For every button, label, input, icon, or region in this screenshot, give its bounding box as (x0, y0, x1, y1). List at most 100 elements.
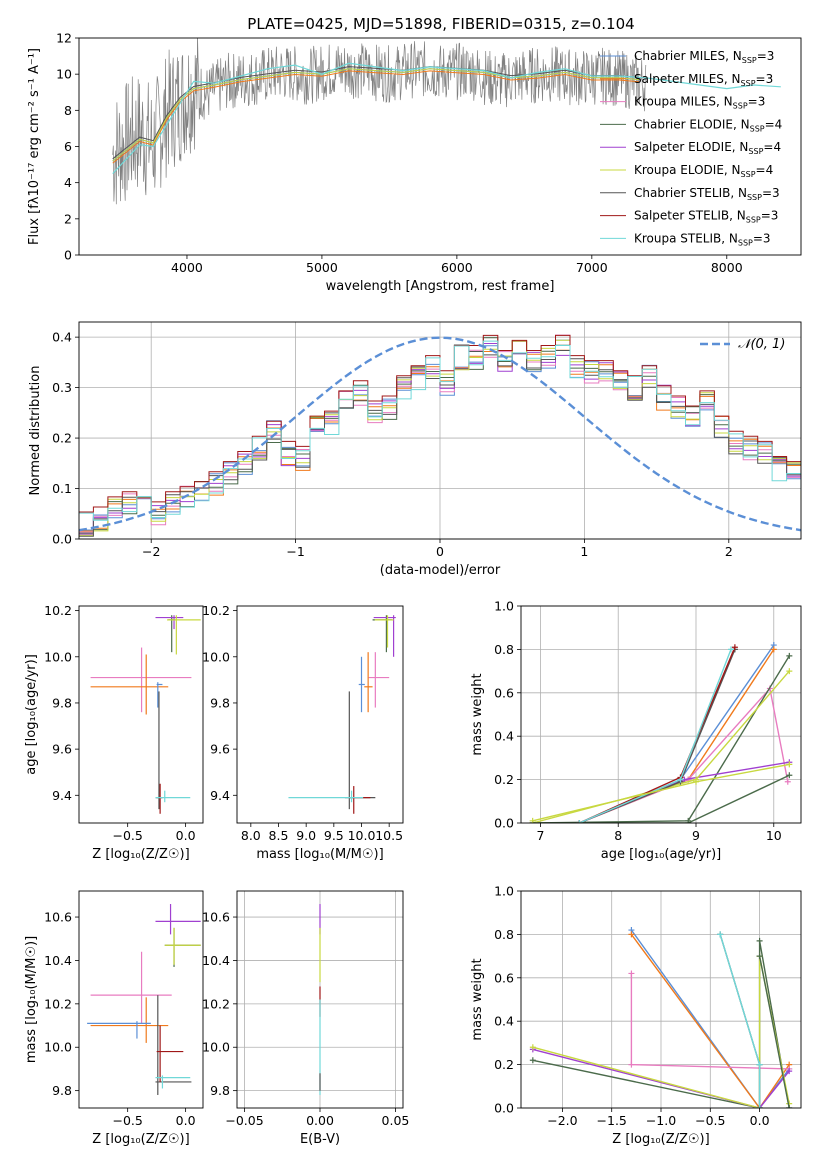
legend-entry: Chabrier MILES, NSSP=3 (634, 49, 774, 65)
x-axis-label: Z [log₁₀(Z/Z☉)] (92, 847, 189, 862)
axes-frame (78, 890, 204, 1109)
legend-entry: Salpeter STELIB, NSSP=3 (634, 209, 778, 225)
y-axis-label: Normed distribution (28, 366, 43, 496)
x-axis-label: wavelength [Angstrom, rest frame] (326, 279, 555, 294)
y-tick-label: 0.3 (52, 380, 72, 395)
y-tick-label: 0.4 (52, 330, 72, 345)
y-tick-label: 10.0 (202, 649, 230, 664)
y-tick-label: 8 (64, 103, 72, 118)
y-tick-label: 10.6 (202, 910, 230, 925)
x-tick-label: 2 (725, 544, 733, 559)
weight-line (532, 1048, 790, 1108)
y-axis-label: mass weight (470, 958, 485, 1040)
y-tick-label: 1.0 (494, 884, 514, 899)
weight-marker (576, 820, 583, 823)
weight-marker (786, 1105, 793, 1108)
x-tick-label: 7000 (576, 260, 608, 275)
weight-marker (786, 761, 793, 768)
x-axis-label: (data-model)/error (380, 563, 501, 578)
axes-frame (78, 605, 204, 824)
y-tick-label: 0.8 (494, 642, 514, 657)
weight-marker (628, 931, 635, 938)
weight-line (532, 670, 790, 823)
y-tick-label: 0.6 (494, 685, 514, 700)
model-spectrum-line (112, 70, 640, 164)
y-tick-label: 10.0 (44, 1040, 72, 1055)
y-tick-label: 0.4 (494, 1014, 514, 1029)
weight-marker (786, 668, 793, 675)
y-tick-label: 0.2 (494, 1057, 514, 1072)
x-tick-label: −1.5 (597, 1113, 627, 1128)
x-tick-label: 9 (692, 828, 700, 843)
y-tick-label: 0.0 (494, 816, 514, 831)
x-tick-label: −0.5 (112, 828, 142, 843)
legend-entry: Kroupa MILES, NSSP=3 (634, 95, 765, 111)
y-tick-label: 0.2 (494, 772, 514, 787)
plot-area (79, 334, 801, 537)
x-tick-label: 9.0 (296, 828, 316, 843)
x-tick-label: 0 (436, 544, 444, 559)
y-tick-label: 12 (56, 31, 72, 46)
y-tick-label: 10.0 (44, 649, 72, 664)
y-tick-label: 6 (64, 139, 72, 154)
x-tick-label: 0.00 (306, 1113, 334, 1128)
y-tick-label: 9.8 (210, 1083, 230, 1098)
y-tick-label: 10.6 (44, 910, 72, 925)
plot-area (288, 615, 396, 814)
legend-entry: 𝒩(0, 1) (738, 337, 785, 352)
axes-frame (236, 605, 404, 824)
x-tick-label: 10.5 (375, 828, 403, 843)
x-axis-label: Z [log₁₀(Z/Z☉)] (92, 1132, 189, 1147)
weight-marker (770, 646, 777, 653)
y-tick-label: 9.4 (52, 788, 72, 803)
weight-marker (728, 646, 734, 653)
x-tick-label: 8000 (711, 260, 743, 275)
plot-area (87, 904, 201, 1095)
weight-line (630, 933, 790, 1108)
y-tick-label: 0 (64, 248, 72, 263)
y-axis-label: Flux [fλ10⁻¹⁷ erg cm⁻² s⁻¹ A⁻¹] (27, 48, 42, 245)
weight-marker (529, 1057, 536, 1064)
x-axis-label: age [log₁₀(age/yr)] (601, 847, 722, 862)
y-tick-label: 10.0 (202, 1040, 230, 1055)
legend-entry: Salpeter MILES, NSSP=3 (634, 72, 773, 88)
x-tick-label: 4000 (171, 260, 203, 275)
legend-entry: Kroupa ELODIE, NSSP=4 (634, 163, 773, 179)
y-axis-label: mass weight (470, 673, 485, 755)
x-tick-label: 8.5 (269, 828, 289, 843)
y-tick-label: 9.8 (52, 695, 72, 710)
y-axis-label: mass [log₁₀(M/M☉)] (24, 936, 39, 1063)
y-tick-label: 4 (64, 175, 72, 190)
x-tick-label: 8.0 (241, 828, 261, 843)
x-tick-label: −0.5 (695, 1113, 725, 1128)
weight-marker (786, 1068, 793, 1075)
legend-entry: Salpeter ELODIE, NSSP=4 (634, 140, 781, 156)
y-tick-label: 10.2 (202, 996, 230, 1011)
axes-frame (78, 37, 802, 256)
y-tick-label: 10.2 (44, 996, 72, 1011)
weight-line (532, 774, 790, 823)
x-tick-label: −0.05 (225, 1113, 263, 1128)
x-tick-label: −1 (286, 544, 304, 559)
y-tick-label: 10.2 (202, 603, 230, 618)
axes-frame (520, 605, 802, 824)
y-tick-label: 9.6 (52, 742, 72, 757)
y-tick-label: 10.4 (202, 953, 230, 968)
y-tick-label: 0.2 (52, 431, 72, 446)
weight-marker (677, 776, 684, 783)
weight-marker (717, 931, 724, 938)
x-tick-label: 10 (766, 828, 782, 843)
y-tick-label: 0.0 (494, 1101, 514, 1116)
weight-line (630, 929, 790, 1108)
y-tick-label: 9.4 (210, 788, 230, 803)
axes-frame (78, 321, 802, 540)
histogram-step (79, 343, 801, 535)
model-spectrum-line (112, 68, 640, 162)
histogram-step (79, 334, 801, 513)
x-tick-label: −0.5 (112, 1113, 142, 1128)
x-tick-label: 7 (536, 828, 544, 843)
chart-mass-vs-Z: −0.5 0.0 9.8 10.0 10.2 10.4 10.6 Z [log₁₀(Z/Z☉)… (24, 890, 204, 1147)
chart-age-vs-Z: −0.5 0.0 9.4 9.6 9.8 10.0 10.2 Z [log₁₀(Z/Z☉)] a… (24, 603, 204, 862)
weight-marker (693, 778, 699, 785)
y-tick-label: 0.0 (52, 532, 72, 547)
